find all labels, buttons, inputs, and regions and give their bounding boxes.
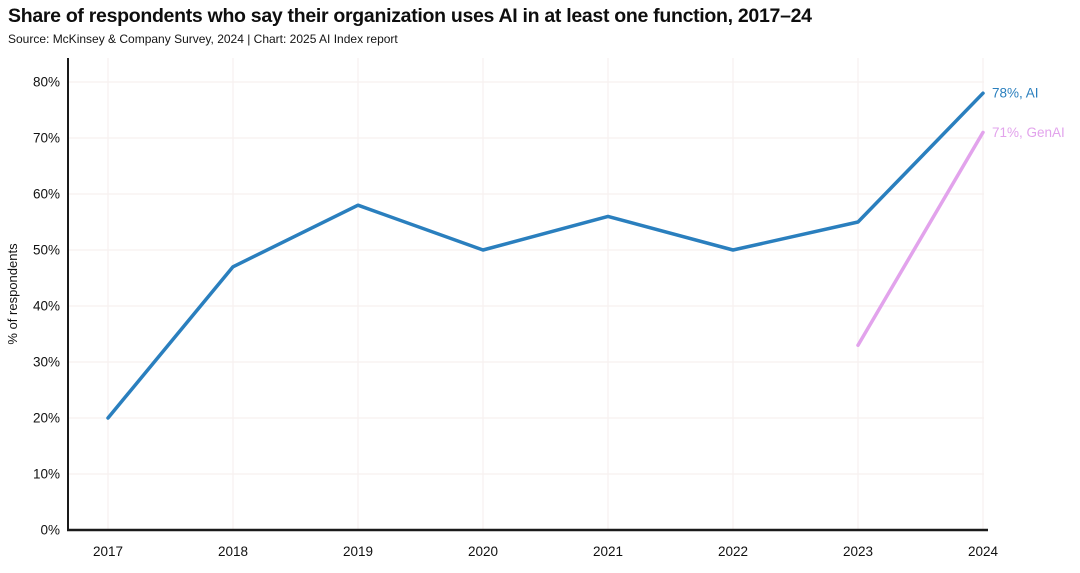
genai-line-series [856, 130, 985, 347]
y-tick-label: 40% [33, 299, 60, 314]
ai-end-label: 78%, AI [992, 86, 1039, 101]
x-tick-label: 2018 [218, 544, 248, 559]
x-tick-label: 2022 [718, 544, 748, 559]
y-tick-label: 50% [33, 243, 60, 258]
x-tick-label: 2020 [468, 544, 498, 559]
x-tick-label: 2017 [93, 544, 123, 559]
chart-title: Share of respondents who say their organ… [8, 5, 812, 27]
y-tick-label: 0% [40, 523, 60, 538]
x-tick-label: 2019 [343, 544, 373, 559]
y-tick-label: 30% [33, 355, 60, 370]
ai-line-series [106, 91, 985, 420]
y-tick-label: 70% [33, 131, 60, 146]
x-tick-label: 2021 [593, 544, 623, 559]
chart-source: Source: McKinsey & Company Survey, 2024 … [8, 32, 398, 46]
genai-end-label: 71%, GenAI [992, 125, 1065, 140]
x-tick-label: 2024 [968, 544, 999, 559]
y-tick-label: 20% [33, 411, 60, 426]
y-axis-title: % of respondents [5, 243, 20, 345]
chart-header: Share of respondents who say their organ… [8, 5, 1068, 46]
y-tick-label: 80% [33, 75, 60, 90]
x-tick-label: 2023 [843, 544, 873, 559]
y-tick-label: 10% [33, 467, 60, 482]
y-tick-label: 60% [33, 187, 60, 202]
